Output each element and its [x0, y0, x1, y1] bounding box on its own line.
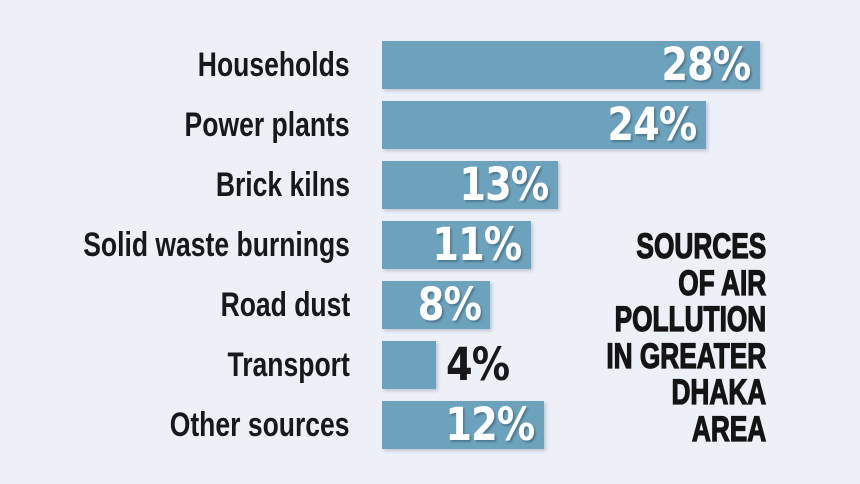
bar-track: 12%	[382, 401, 544, 449]
bar-value-label: 28%	[661, 38, 752, 91]
bar-track: 13%	[382, 161, 558, 209]
bar: 12%	[382, 401, 544, 449]
bar-row: Power plants 24%	[0, 101, 760, 149]
category-label-text: Power plants	[184, 106, 350, 144]
bar: 28%	[382, 41, 760, 89]
category-label-text: Solid waste burnings	[83, 226, 350, 264]
category-label: Solid waste burnings	[0, 221, 350, 269]
bar-value-label: 11%	[432, 218, 522, 271]
bar-row: Brick kilns 13%	[0, 161, 760, 209]
bar-row: Road dust 8%	[0, 281, 760, 329]
category-label-text: Transport	[227, 346, 350, 384]
bar-row: Households 28%	[0, 41, 760, 89]
bar-track: 11%	[382, 221, 531, 269]
title-line: IN GREATER	[606, 336, 767, 376]
title-line: OF AIR	[678, 263, 767, 303]
category-label: Power plants	[0, 101, 350, 149]
category-label-text: Road dust	[220, 286, 350, 324]
title-line: POLLUTION	[614, 300, 767, 339]
bar: 8%	[382, 281, 490, 329]
bar-row: Transport 4%	[0, 341, 760, 389]
bar-chart-rows: Households 28% Power plants 24% Brick ki…	[0, 41, 760, 449]
bar-track: 24%	[382, 101, 706, 149]
category-label-text: Households	[198, 46, 350, 84]
category-label: Other sources	[0, 401, 350, 449]
category-label-text: Brick kilns	[215, 166, 350, 204]
bar-value-label: 13%	[459, 158, 549, 211]
bar-value-label: 24%	[607, 98, 698, 151]
bar: 24%	[382, 101, 706, 149]
bar	[382, 341, 436, 389]
category-label-text: Other sources	[170, 406, 350, 444]
bar-track: 8%	[382, 281, 490, 329]
chart-title: SOURCES OF AIR POLLUTION IN GREATER DHAKA ARE…	[606, 227, 767, 449]
title-line: AREA	[691, 409, 766, 449]
title-line: SOURCES	[636, 227, 767, 266]
bar-track: 28%	[382, 41, 760, 89]
bar: 11%	[382, 221, 531, 269]
title-line: DHAKA	[671, 373, 767, 412]
bar-value-label: 8%	[417, 278, 481, 331]
bar-value-label: 12%	[445, 398, 536, 451]
bar: 13%	[382, 161, 558, 209]
bar-row: Solid waste burnings 11%	[0, 221, 760, 269]
bar-value-label: 4%	[446, 338, 510, 391]
bar-row: Other sources 12%	[0, 401, 760, 449]
category-label: Households	[0, 41, 350, 89]
bar-track: 4%	[382, 341, 520, 389]
category-label: Brick kilns	[0, 161, 350, 209]
category-label: Road dust	[0, 281, 350, 329]
category-label: Transport	[0, 341, 350, 389]
